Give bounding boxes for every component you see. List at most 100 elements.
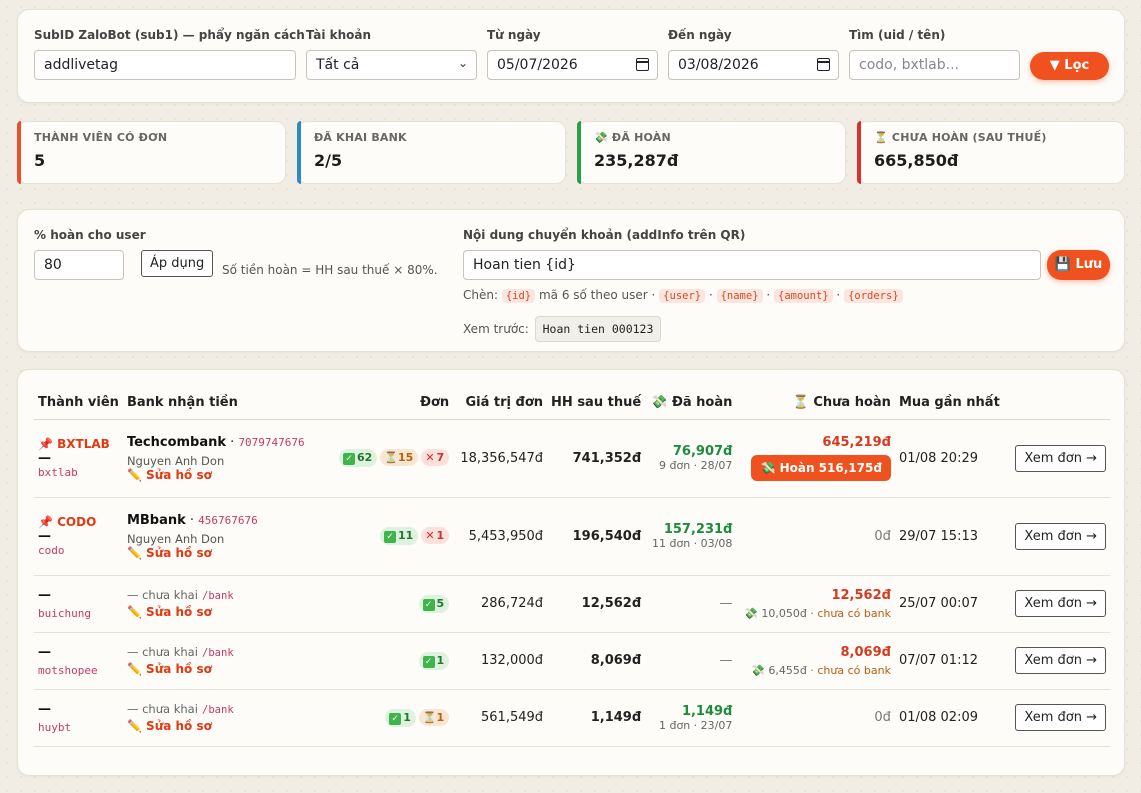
calendar-icon[interactable] [636, 58, 649, 71]
commission-value: 196,540đ [547, 497, 646, 576]
stat-value: 665,850đ [874, 151, 959, 170]
percent-label: % hoàn cho user [34, 228, 146, 242]
paid-amount: 76,907đ [672, 444, 733, 459]
to-date-input[interactable]: 03/08/2026 [668, 50, 839, 80]
edit-profile-link[interactable]: ✏️ Sửa hồ sơ [126, 467, 212, 482]
members-table-panel: Thành viên Bank nhận tiền Đơn Giá trị đơ… [17, 369, 1125, 776]
member-name: — [38, 587, 51, 603]
refund-suggestion: 💸 10,050đ [744, 606, 807, 620]
member-cell: 📌 CODO — codo [34, 497, 123, 576]
col-last-buy[interactable]: Mua gần nhất [894, 386, 1004, 420]
unpaid-cell: 645,219đ 💸 Hoàn 516,175đ [736, 419, 895, 498]
account-label: Tài khoản [306, 28, 372, 42]
commission-value: 8,069đ [547, 632, 646, 690]
member-name: — [38, 529, 51, 544]
bank-holder: Nguyen Anh Don [126, 453, 225, 468]
edit-profile-link[interactable]: ✏️ Sửa hồ sơ [126, 662, 212, 676]
orders-cell: ✓ 1 [316, 632, 454, 690]
order-value: 132,000đ [453, 632, 548, 690]
hint-sep: · [708, 288, 713, 302]
check-icon: ✓ [422, 598, 435, 611]
col-unpaid[interactable]: ⏳ Chưa hoàn [736, 386, 895, 420]
unpaid-cell: 8,069đ 💸 6,455đ · chưa có bank [736, 632, 895, 690]
subid-input[interactable]: addlivetag [34, 50, 296, 80]
search-input[interactable]: codo, bxtlab... [849, 50, 1020, 80]
content-input[interactable]: Hoan tien {id} [463, 250, 1041, 280]
edit-profile-link[interactable]: ✏️ Sửa hồ sơ [126, 545, 212, 560]
refund-button[interactable]: 💸 Hoàn 516,175đ [751, 455, 891, 481]
member-handle: bxtlab [38, 466, 78, 479]
stat-label: ⏳ CHƯA HOÀN (SAU THUẾ) [874, 131, 1047, 144]
col-actions [1003, 386, 1110, 420]
paid-detail: 1 đơn · 23/07 [659, 718, 733, 732]
bank-cell: — chưa khai /bank ✏️ Sửa hồ sơ [122, 575, 317, 633]
percent-input[interactable]: 80 [34, 250, 124, 280]
last-buy: 29/07 15:13 [894, 497, 1004, 576]
bank-holder: Nguyen Anh Don [126, 531, 225, 546]
calendar-icon[interactable] [817, 58, 830, 71]
orders-done-count: 1 [436, 653, 445, 667]
paid-detail: 9 đơn · 28/07 [659, 459, 733, 472]
table-header-row: Thành viên Bank nhận tiền Đơn Giá trị đơ… [34, 386, 1110, 420]
commission-value: 1,149đ [547, 689, 646, 747]
filter-panel: SubID ZaloBot (sub1) — phẩy ngăn cách ad… [17, 9, 1125, 103]
col-bank[interactable]: Bank nhận tiền [122, 386, 317, 420]
view-orders-button[interactable]: Xem đơn → [1015, 647, 1106, 674]
view-orders-button[interactable]: Xem đơn → [1015, 590, 1106, 617]
col-orders[interactable]: Đơn [316, 386, 454, 420]
hint-id-desc: mã 6 số theo user · [538, 288, 656, 302]
stat-paid: 💸 ĐÃ HOÀN 235,287đ [577, 121, 846, 184]
filter-button[interactable]: ▼ Lọc [1030, 52, 1109, 80]
paid-detail: 11 đơn · 03/08 [652, 537, 733, 550]
preview-label: Xem trước: [463, 322, 529, 336]
stat-accent [857, 121, 861, 184]
check-icon: ✓ [343, 453, 355, 465]
col-member[interactable]: Thành viên [34, 386, 123, 420]
orders-done-badge: ✓ 11 [380, 527, 419, 545]
orders-cell: ✓ 5 [316, 575, 454, 633]
paid-amount: — [645, 575, 737, 633]
view-orders-button[interactable]: Xem đơn → [1015, 444, 1106, 472]
stat-label: THÀNH VIÊN CÓ ĐƠN [34, 131, 168, 144]
check-icon: ✓ [422, 655, 435, 668]
orders-done-count: 5 [436, 596, 445, 610]
orders-done-count: 62 [357, 451, 373, 464]
member-tag: 📌 CODO [38, 515, 97, 529]
last-buy: 07/07 01:12 [894, 632, 1004, 690]
apply-button[interactable]: Áp dụng [141, 250, 214, 277]
funnel-icon: ▼ [1049, 58, 1060, 73]
view-orders-button[interactable]: Xem đơn → [1015, 522, 1106, 550]
hint-sep: · [766, 288, 771, 302]
orders-cancel-badge: ✕ 7 [421, 449, 450, 466]
col-paid[interactable]: 💸 Đã hoàn [645, 386, 737, 420]
paid-cell: 1,149đ 1 đơn · 23/07 [645, 689, 737, 747]
stat-accent [577, 121, 581, 184]
hourglass-icon: ⏳ [422, 710, 437, 724]
unpaid-cell: 12,562đ 💸 10,050đ · chưa có bank [736, 575, 895, 633]
placeholder-hints: Chèn: {id} mã 6 số theo user · {user} · … [463, 288, 903, 303]
col-order-value[interactable]: Giá trị đơn [453, 386, 548, 420]
unpaid-amount: 0đ [736, 497, 895, 576]
account-select[interactable]: Tất cả ⌄ [306, 50, 477, 80]
stat-label: 💸 ĐÃ HOÀN [594, 131, 671, 144]
unpaid-amount: 0đ [736, 689, 895, 747]
edit-profile-link[interactable]: ✏️ Sửa hồ sơ [126, 605, 212, 619]
col-commission[interactable]: HH sau thuế [547, 386, 646, 420]
edit-profile-link[interactable]: ✏️ Sửa hồ sơ [126, 719, 212, 733]
hint-prefix: Chèn: [463, 288, 499, 302]
save-button[interactable]: 💾 Lưu [1047, 250, 1110, 280]
view-orders-button[interactable]: Xem đơn → [1015, 704, 1106, 731]
table-row: — buichung — chưa khai /bank ✏️ Sửa hồ s… [34, 575, 1110, 633]
bank-name: Techcombank [126, 434, 227, 450]
refund-suggestion: 💸 6,455đ [751, 663, 807, 677]
check-icon: ✓ [389, 712, 402, 725]
bank-missing: — chưa khai [126, 702, 198, 716]
to-date-value: 03/08/2026 [678, 57, 759, 73]
orders-cell: ✓ 62 ⏳15 ✕ 7 [316, 419, 454, 498]
commission-value: 12,562đ [547, 575, 646, 633]
action-cell: Xem đơn → [1003, 497, 1110, 576]
stat-label: ĐÃ KHAI BANK [314, 131, 407, 144]
from-date-input[interactable]: 05/07/2026 [487, 50, 658, 80]
bank-missing: — chưa khai [126, 645, 198, 659]
commission-value: 741,352đ [547, 419, 646, 498]
